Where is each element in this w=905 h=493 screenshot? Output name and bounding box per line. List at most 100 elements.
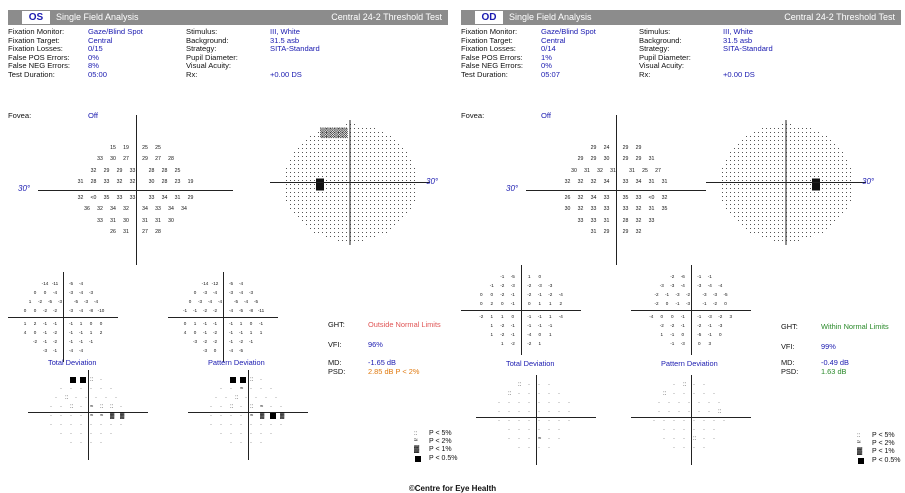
os-gray-dot	[286, 180, 287, 181]
od-gray-dot	[810, 160, 811, 161]
os-gray-dot	[358, 212, 359, 213]
od-gray-dot	[730, 168, 731, 169]
od-gray-dot	[758, 172, 759, 173]
od-gray-dot	[734, 168, 735, 169]
od-threshold-value: 30	[564, 206, 571, 213]
os-legend-symbol-icon	[413, 430, 427, 438]
od-gray-dot	[762, 152, 763, 153]
os-gray-dot	[290, 160, 291, 161]
od-total_dev-value: -1	[500, 273, 505, 279]
od-pattern_dev-prob-mark: ·	[658, 399, 660, 406]
os-gray-dot	[302, 208, 303, 209]
od-pattern_dev-prob-mark: ·	[703, 444, 705, 451]
os-gray-dot	[390, 168, 391, 169]
od-pattern-deviation-map: -2 -6 -1 -1 -3 -3 -4 -3 -4 -4 -2 -1 -3 -2 -3 -3 -5 -2 0 -1-…	[631, 265, 751, 355]
os-legend-label: P < 2%	[429, 438, 452, 446]
od-gray-dot	[802, 164, 803, 165]
os-threshold-value: 29	[142, 156, 148, 163]
os-gray-dot	[342, 208, 343, 209]
os-fovea-value: Off	[88, 111, 98, 120]
os-gray-dot	[322, 156, 323, 157]
od-gray-dot	[746, 160, 747, 161]
od-gray-dot	[730, 192, 731, 193]
od-gray-dot	[778, 192, 779, 193]
od-gray-dot	[734, 148, 735, 149]
od-gray-dot	[774, 160, 775, 161]
od-gray-dot	[782, 168, 783, 169]
os-threshold-value: <0	[90, 194, 97, 201]
od-gray-dot	[834, 176, 835, 177]
os-gray-dot	[318, 220, 319, 221]
od-gray-dot	[742, 152, 743, 153]
os-pattern_dev-prob-mark: ·	[240, 412, 242, 419]
os-gray-dot	[402, 156, 403, 157]
od-gray-dot	[750, 168, 751, 169]
od-gray-dot	[766, 140, 767, 141]
os-total_dev-prob-mark: ::	[70, 403, 74, 410]
os-gray-dot	[410, 200, 411, 201]
os-gray-dot	[362, 208, 363, 209]
os-gray-dot	[386, 216, 387, 217]
os-pattern_dev-value: -2	[202, 307, 208, 313]
os-info-right: Stimulus: III, White Background: 31.5 asb St…	[186, 27, 320, 80]
os-gray-dot	[414, 192, 415, 193]
od-gray-dot	[810, 196, 811, 197]
os-info-label: Strategy:	[186, 44, 217, 54]
od-total_dev-prob-mark: ·	[548, 408, 550, 415]
od-gray-dot	[778, 168, 779, 169]
od-stats: GHT: Within Normal Limits VFI: 99% MD: -0.4…	[781, 322, 901, 392]
od-total_dev-prob-mark: ·	[518, 435, 520, 442]
os-threshold-value: 30	[168, 217, 174, 224]
od-info-value: SITA-Standard	[723, 44, 773, 54]
od-threshold-value: 29	[635, 144, 642, 151]
os-gray-dot	[386, 184, 387, 185]
os-gray-dot	[338, 148, 339, 149]
os-gray-dot	[390, 200, 391, 201]
od-gray-dot	[726, 172, 727, 173]
os-gray-dot	[342, 172, 343, 173]
od-gray-dot	[814, 216, 815, 217]
os-gray-dot	[390, 152, 391, 153]
os-gray-dot	[370, 228, 371, 229]
od-gray-dot	[830, 152, 831, 153]
os-gray-dot	[382, 144, 383, 145]
os-gray-dot	[290, 200, 291, 201]
os-pattern_dev-prob-mark: ·	[265, 394, 267, 401]
os-gray-dot	[322, 132, 323, 133]
os-gray-dot	[390, 148, 391, 149]
os-gray-dot	[370, 236, 371, 237]
od-gray-dot	[774, 140, 775, 141]
os-gray-dot	[410, 164, 411, 165]
os-gray-dot	[306, 184, 307, 185]
os-gray-dot	[398, 160, 399, 161]
os-pattern_dev-value: 1	[249, 329, 253, 335]
od-gray-dot	[802, 212, 803, 213]
od-gray-dot	[814, 176, 815, 177]
os-gray-dot	[402, 196, 403, 197]
od-gray-dot	[762, 168, 763, 169]
os-gray-dot	[370, 232, 371, 233]
os-gray-dot	[298, 212, 299, 213]
os-gray-dot	[386, 144, 387, 145]
od-gray-dot	[738, 176, 739, 177]
os-threshold-value: 34	[181, 206, 187, 213]
os-total_dev-prob-mark: ▓	[120, 412, 125, 419]
os-gray-dot	[322, 216, 323, 217]
od-gray-dot	[798, 188, 799, 189]
os-total_dev-prob-mark: ·	[70, 439, 72, 446]
od-total_dev-prob-mark: ·	[498, 408, 500, 415]
od-gray-dot	[826, 164, 827, 165]
os-gray-dot	[354, 240, 355, 241]
od-total_dev-value: -3	[510, 282, 515, 288]
od-gray-dot	[762, 196, 763, 197]
os-grayscale-map: ▒▒▒▒ 30°	[270, 120, 438, 245]
os-gray-dot	[310, 196, 311, 197]
od-gray-dot	[814, 144, 815, 145]
od-gray-dot	[802, 168, 803, 169]
os-gray-dot	[382, 192, 383, 193]
od-gray-dot	[726, 188, 727, 189]
od-total_dev-prob-mark: ≈	[538, 435, 542, 442]
os-gray-dot	[318, 168, 319, 169]
os-gray-dot	[290, 208, 291, 209]
od-pattern_dev-prob-mark: ·	[663, 426, 665, 433]
